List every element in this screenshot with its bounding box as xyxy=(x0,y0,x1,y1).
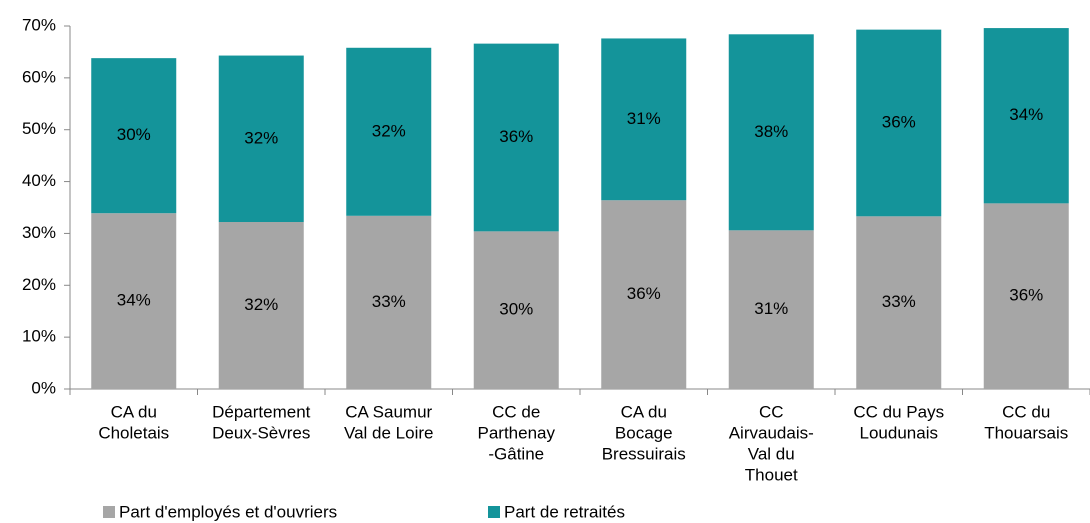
x-tick-label: Bressuirais xyxy=(602,444,686,463)
bar-segment xyxy=(601,38,687,201)
bar-segment xyxy=(983,203,1069,389)
x-tick-label: CC du Pays xyxy=(853,402,944,421)
legend-label: Part d'employés et d'ouvriers xyxy=(119,502,337,521)
legend-swatch xyxy=(488,506,500,518)
bar-segment xyxy=(218,222,304,389)
x-tick-label: Choletais xyxy=(98,423,169,442)
y-tick-label: 20% xyxy=(22,275,56,294)
x-tick-label: Parthenay xyxy=(478,423,556,442)
bar-segment xyxy=(346,215,432,389)
value-label: 33% xyxy=(372,292,406,311)
x-tick-label: CC xyxy=(759,402,784,421)
x-tick-label: Thouet xyxy=(745,465,798,484)
value-label: 32% xyxy=(244,295,278,314)
y-tick-label: 60% xyxy=(22,67,56,86)
value-label: 32% xyxy=(372,121,406,140)
value-label: 36% xyxy=(627,284,661,303)
bar-segment xyxy=(91,58,177,214)
value-label: 31% xyxy=(627,109,661,128)
x-tick-label: CA du xyxy=(111,402,157,421)
value-label: 31% xyxy=(754,299,788,318)
bar-segment xyxy=(856,29,942,217)
bar-segment xyxy=(601,200,687,389)
x-tick-label: Val de Loire xyxy=(344,423,433,442)
y-tick-label: 40% xyxy=(22,171,56,190)
bar-segment xyxy=(473,231,559,389)
bar-segment xyxy=(728,230,814,389)
value-label: 30% xyxy=(117,125,151,144)
x-tick-label: Deux-Sèvres xyxy=(212,423,310,442)
y-tick-label: 30% xyxy=(22,223,56,242)
x-tick-label: CA Saumur xyxy=(345,402,432,421)
value-label: 33% xyxy=(882,292,916,311)
x-tick-label: Loudunais xyxy=(860,423,938,442)
bar-segment xyxy=(346,47,432,216)
x-tick-label: CA du xyxy=(621,402,667,421)
legend-swatch xyxy=(103,506,115,518)
value-label: 36% xyxy=(499,127,533,146)
y-tick-label: 0% xyxy=(31,378,56,397)
y-tick-label: 70% xyxy=(22,15,56,34)
value-label: 36% xyxy=(882,112,916,131)
y-tick-label: 50% xyxy=(22,119,56,138)
x-tick-label: Bocage xyxy=(615,423,673,442)
x-tick-label: CC du xyxy=(1002,402,1050,421)
x-tick-label: Département xyxy=(212,402,311,421)
bar-segment xyxy=(473,43,559,232)
x-tick-label: CC de xyxy=(492,402,540,421)
bar-segment xyxy=(983,28,1069,204)
x-tick-label: Thouarsais xyxy=(984,423,1068,442)
bar-segment xyxy=(728,34,814,231)
x-tick-label: Airvaudais- xyxy=(729,423,814,442)
x-tick-label: Val du xyxy=(748,444,795,463)
x-tick-label: -Gâtine xyxy=(488,444,544,463)
value-label: 32% xyxy=(244,128,278,147)
value-label: 38% xyxy=(754,122,788,141)
bar-segment xyxy=(91,213,177,389)
value-label: 30% xyxy=(499,300,533,319)
value-label: 34% xyxy=(117,291,151,310)
bar-segment xyxy=(218,55,304,223)
value-label: 34% xyxy=(1009,105,1043,124)
value-label: 36% xyxy=(1009,286,1043,305)
y-tick-label: 10% xyxy=(22,327,56,346)
bar-segment xyxy=(856,216,942,389)
legend-label: Part de retraités xyxy=(504,502,625,521)
